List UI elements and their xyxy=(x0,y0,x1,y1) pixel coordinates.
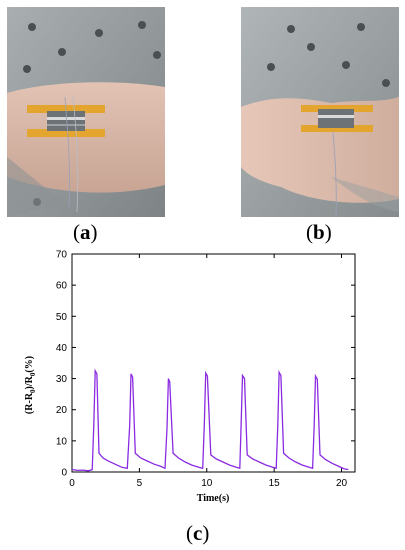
y-tick-label: 60 xyxy=(56,281,68,292)
x-tick-label: 15 xyxy=(269,478,281,489)
x-tick-label: 5 xyxy=(137,478,143,489)
plot-area xyxy=(71,253,356,473)
photo-a-sensor-on-wrist xyxy=(7,7,165,217)
y-axis-label: (R-R0)/R0(%) xyxy=(24,356,37,414)
y-tick-label: 10 xyxy=(56,436,68,447)
panel-label-c: (c) xyxy=(186,521,210,545)
x-tick-label: 10 xyxy=(201,478,213,489)
x-axis-label: Time(s) xyxy=(197,493,230,504)
y-axis-ticks: 0 10 20 30 40 50 60 70 xyxy=(56,250,355,479)
resistance-change-chart: 0 10 20 30 40 50 60 70 0 5 10 15 20 Time(s) (R-R0)/… xyxy=(24,250,356,504)
y-tick-label: 30 xyxy=(56,374,68,385)
x-tick-label: 0 xyxy=(69,478,75,489)
y-tick-label: 70 xyxy=(56,250,68,261)
y-tick-label: 0 xyxy=(61,468,67,479)
y-tick-label: 50 xyxy=(56,312,68,323)
photo-b-sensor-on-bent-wrist xyxy=(241,7,399,217)
x-axis-ticks: 0 5 10 15 20 xyxy=(69,254,348,489)
panel-label-b: (b) xyxy=(306,220,332,244)
plot-frame xyxy=(71,253,356,473)
series-line xyxy=(71,368,349,472)
y-tick-label: 20 xyxy=(56,405,68,416)
panel-label-a: (a) xyxy=(73,220,98,244)
x-tick-label: 20 xyxy=(336,478,348,489)
y-tick-label: 40 xyxy=(56,343,68,354)
